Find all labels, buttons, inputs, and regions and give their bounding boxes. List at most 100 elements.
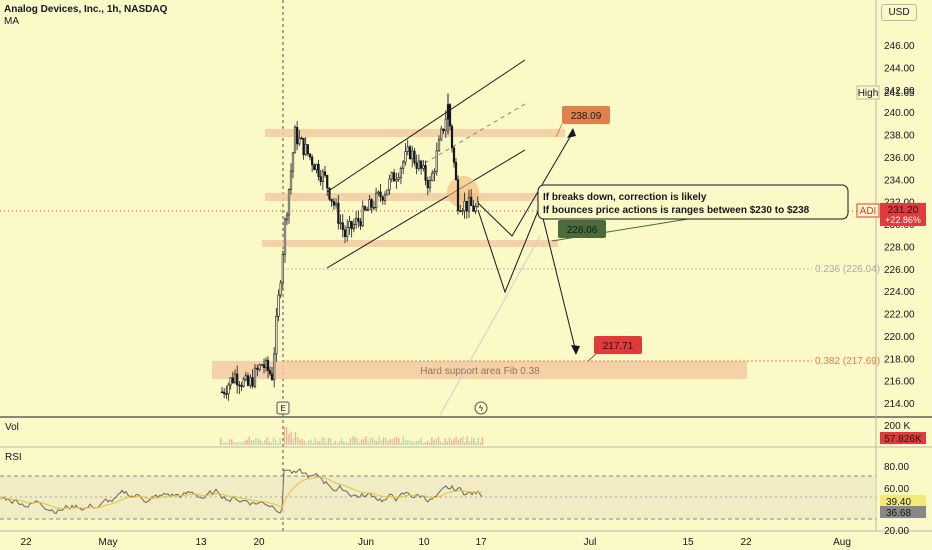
time-tick-label: 17 — [475, 537, 487, 548]
candle-body — [459, 210, 462, 212]
candle-body — [249, 377, 252, 386]
candle-body — [262, 364, 266, 368]
volume-bar — [402, 436, 404, 445]
volume-bar — [308, 440, 310, 445]
volume-bar — [411, 441, 413, 445]
volume-bar — [222, 442, 224, 445]
price-tick-label: 244.00 — [884, 63, 915, 74]
candle-body — [227, 384, 230, 395]
candle-body — [448, 104, 452, 127]
price-axis[interactable]: 246.00 244.00 242.00 240.00 238.00 236.00 234.… — [884, 41, 915, 410]
candle-body — [474, 206, 477, 212]
candle-body — [260, 364, 264, 367]
candle-body — [348, 221, 351, 228]
earnings-badge[interactable] — [276, 401, 290, 415]
dividend-icon[interactable] — [474, 401, 488, 415]
volume-bar — [250, 440, 253, 445]
volume-bar — [253, 439, 255, 445]
volume-bar — [233, 442, 235, 445]
fib-trend-line — [439, 235, 541, 416]
candle-body — [406, 146, 409, 152]
volume-bar — [352, 436, 354, 445]
candle-body — [476, 201, 479, 207]
candle-body — [355, 217, 358, 225]
candle-body — [467, 196, 471, 212]
candle-body — [444, 118, 447, 131]
price-tick-label: 240.00 — [884, 108, 915, 119]
volume-bar — [426, 440, 429, 445]
volume-bar — [380, 440, 382, 445]
volume-bar — [385, 437, 387, 445]
volume-bar — [272, 437, 275, 445]
high-badge — [856, 85, 880, 100]
candle-body — [242, 379, 245, 387]
rsi-ma-line — [0, 476, 483, 509]
candle-body — [408, 146, 412, 159]
volume-bar — [444, 438, 446, 445]
volume-bar — [367, 441, 369, 445]
time-tick-label: Jun — [358, 537, 374, 548]
candle-body — [223, 391, 226, 394]
candle-body — [463, 200, 466, 212]
rsi-tick-label: 60.00 — [884, 484, 909, 495]
price-tick-label: 238.00 — [884, 131, 915, 142]
volume-bar — [440, 441, 442, 445]
volume-label: Vol — [5, 422, 19, 433]
target-mid-pointer — [551, 218, 689, 242]
candle-body — [251, 377, 254, 387]
volume-bar — [431, 437, 433, 445]
candle-body — [246, 375, 250, 386]
volume-bar — [433, 440, 435, 445]
currency-button[interactable]: USD — [881, 4, 917, 21]
volume-bar — [294, 431, 297, 445]
volume-bar — [391, 439, 393, 445]
support-label: Hard support area Fib 0.38 — [420, 366, 540, 377]
candles-group — [220, 93, 479, 401]
candle-body — [302, 137, 305, 156]
volume-bar — [259, 439, 261, 445]
volume-bar — [453, 438, 455, 445]
volume-bar — [448, 438, 451, 445]
candle-body — [363, 206, 367, 210]
rsi-line — [0, 468, 483, 515]
volume-bar — [297, 436, 299, 445]
candle-body — [256, 367, 259, 370]
rsi-tick-label: 80.00 — [884, 462, 909, 473]
volume-bar — [376, 440, 378, 445]
candle-body — [270, 373, 274, 381]
volume-bar — [292, 438, 294, 445]
volume-bar — [275, 440, 277, 445]
candle-body — [323, 171, 327, 176]
volume-bar — [354, 436, 356, 445]
volume-bar — [360, 439, 363, 445]
candle-body — [390, 172, 393, 180]
candle-body — [308, 153, 312, 158]
candle-body — [341, 222, 344, 231]
volume-bar — [429, 442, 431, 445]
candle-body — [236, 373, 239, 386]
volume-bar — [396, 437, 398, 445]
time-tick-label: 20 — [253, 537, 265, 548]
candle-body — [279, 282, 282, 296]
volume-bar — [349, 438, 352, 445]
volume-bar — [319, 441, 321, 445]
volume-bar — [325, 442, 327, 445]
volume-bar — [481, 437, 484, 445]
target-mid-label: 228.06 — [567, 225, 598, 236]
volume-bar — [470, 437, 473, 445]
candle-body — [283, 219, 287, 255]
volume-bar — [422, 442, 424, 445]
rsi-label: RSI — [5, 452, 22, 463]
time-axis[interactable]: 22 May 13 20 Jun 10 17 Jul 15 22 Aug — [20, 537, 850, 548]
target-low-label: 217.71 — [603, 341, 634, 352]
candle-body — [395, 179, 398, 182]
volume-bar — [398, 438, 400, 445]
volume-bar — [257, 438, 259, 445]
volume-bar — [336, 442, 338, 445]
candle-body — [383, 194, 387, 201]
volume-bar — [407, 440, 409, 445]
volume-bar — [378, 436, 380, 445]
indicator-label[interactable]: MA — [4, 16, 19, 27]
candle-body — [372, 207, 375, 209]
